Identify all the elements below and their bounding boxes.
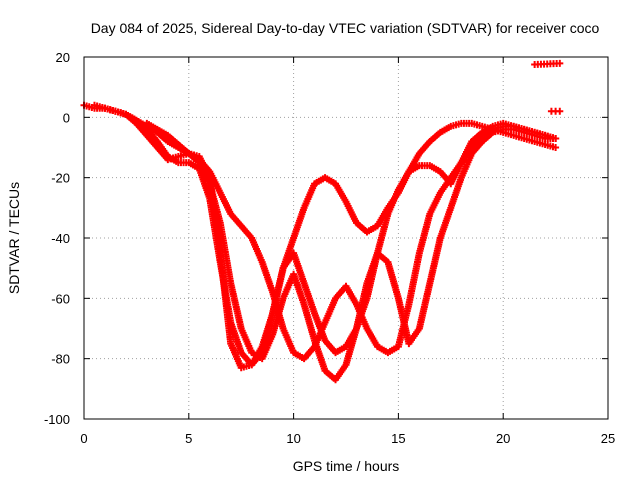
y-tick-label: 20 [56, 50, 70, 65]
chart-title: Day 084 of 2025, Sidereal Day-to-day VTE… [91, 20, 600, 36]
x-tick-label: 5 [185, 431, 192, 446]
data-point-marker [552, 144, 560, 151]
x-tick-label: 15 [391, 431, 405, 446]
y-tick-label: -40 [51, 231, 70, 246]
x-tick-label: 25 [601, 431, 615, 446]
y-tick-label: -20 [51, 171, 70, 186]
series-track-3 [101, 104, 560, 384]
x-tick-label: 10 [286, 431, 300, 446]
x-tick-label: 0 [80, 431, 87, 446]
data-points [80, 59, 564, 384]
x-tick-label: 20 [496, 431, 510, 446]
y-tick-label: -60 [51, 291, 70, 306]
x-axis-label: GPS time / hours [293, 458, 400, 474]
plot-frame [83, 56, 609, 420]
series-track-5 [531, 59, 564, 69]
data-point-marker [556, 107, 564, 115]
y-axis-label: SDTVAR / TECUs [6, 182, 22, 294]
y-tick-label: -80 [51, 352, 70, 367]
series-track-6 [547, 107, 564, 115]
series-track-4 [143, 119, 560, 363]
axis-ticks: 0 5 10 15 20 25 -100 -80 -60 -40 -20 0 20 [44, 50, 615, 446]
data-point-marker [556, 59, 564, 67]
y-tick-label: 0 [63, 110, 70, 125]
y-tick-label: -100 [44, 412, 70, 427]
data-point-marker [552, 134, 560, 142]
